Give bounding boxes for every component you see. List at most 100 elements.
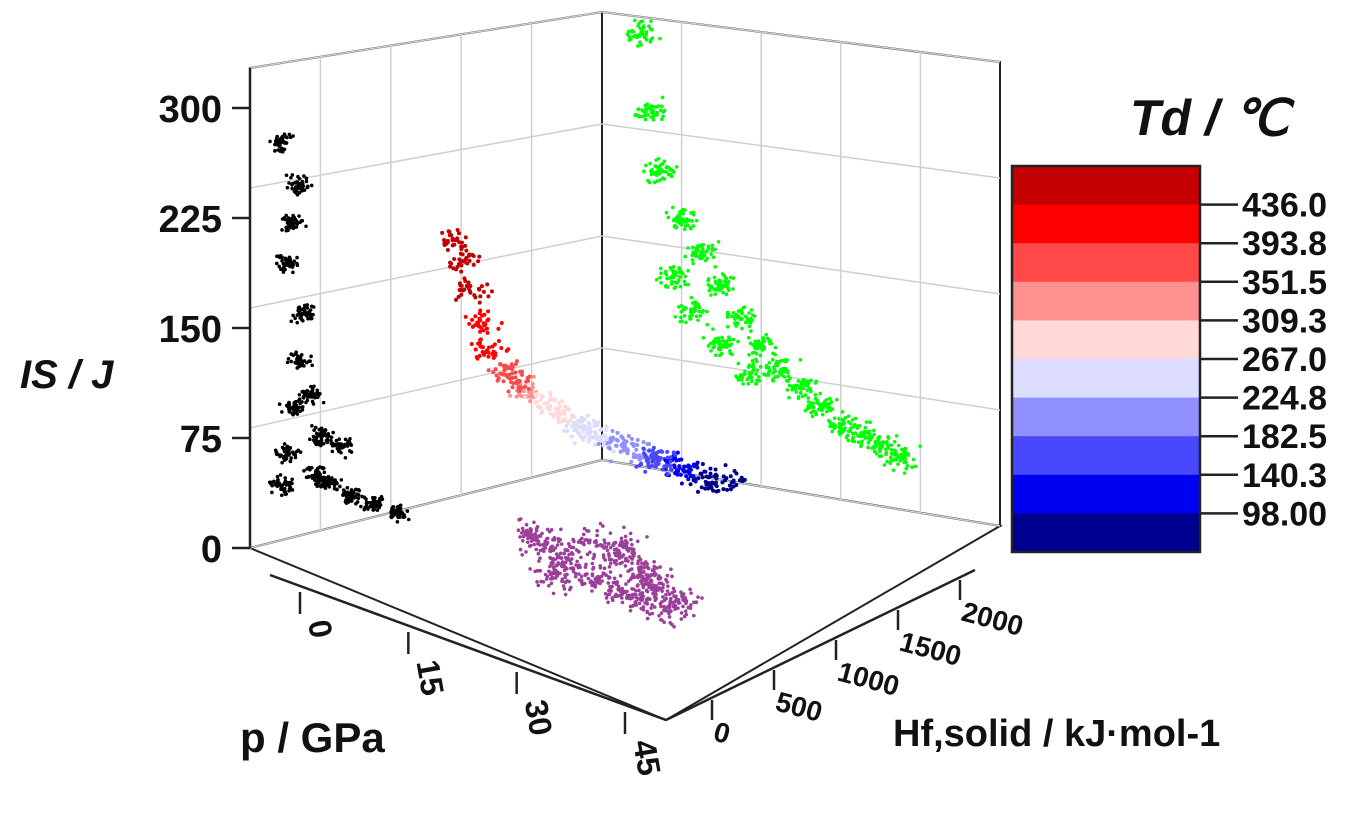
- x-axis-ticks: 0 15 30 45: [298, 592, 668, 778]
- data-point: [736, 378, 741, 382]
- data-point: [293, 401, 297, 406]
- data-point: [764, 365, 769, 370]
- data-point: [809, 401, 813, 405]
- data-point: [582, 526, 587, 531]
- data-point: [623, 564, 628, 568]
- data-point: [283, 258, 288, 262]
- data-point: [300, 400, 304, 404]
- data-point: [770, 378, 775, 382]
- data-point: [903, 456, 907, 461]
- data-point: [689, 603, 693, 607]
- data-point: [629, 459, 634, 464]
- data-point: [658, 178, 662, 182]
- data-point: [705, 309, 709, 314]
- data-point: [448, 264, 453, 269]
- data-point: [471, 262, 476, 267]
- data-point: [738, 373, 743, 377]
- data-point: [636, 597, 641, 601]
- data-point: [647, 24, 651, 28]
- data-point: [280, 445, 285, 450]
- data-point: [660, 117, 664, 122]
- data-point: [293, 453, 298, 457]
- data-point: [610, 436, 615, 441]
- data-point: [522, 384, 527, 389]
- data-point: [456, 294, 461, 299]
- data-point: [796, 379, 801, 383]
- data-point: [368, 504, 372, 509]
- data-point: [629, 567, 634, 571]
- data-point: [665, 589, 670, 593]
- data-point: [855, 424, 859, 429]
- colorbar-tick-label: 351.5: [1242, 264, 1327, 302]
- data-point: [601, 440, 606, 445]
- data-point: [661, 585, 665, 590]
- data-point: [559, 556, 564, 560]
- data-point: [294, 220, 299, 225]
- data-point: [478, 308, 483, 313]
- data-point: [300, 186, 305, 190]
- data-point: [840, 418, 845, 423]
- data-point: [627, 555, 632, 559]
- data-point: [565, 429, 570, 434]
- data-point: [290, 265, 295, 269]
- data-point: [690, 219, 695, 223]
- data-point: [658, 266, 663, 271]
- colorbar-tick-label: 224.8: [1242, 380, 1327, 418]
- data-point: [645, 610, 649, 615]
- data-point: [560, 577, 565, 581]
- data-point: [892, 453, 897, 457]
- data-point: [456, 231, 461, 236]
- data-point: [588, 550, 592, 555]
- data-point: [521, 389, 526, 394]
- data-point: [787, 383, 792, 388]
- data-point: [621, 553, 626, 557]
- data-point: [850, 431, 855, 436]
- data-point: [556, 420, 561, 425]
- data-point: [355, 492, 359, 497]
- data-point: [728, 474, 733, 479]
- data-point: [470, 317, 475, 322]
- data-point: [643, 469, 648, 474]
- data-point: [753, 339, 757, 344]
- data-point: [649, 19, 653, 23]
- data-point: [711, 341, 716, 346]
- grid-line: [249, 123, 603, 189]
- data-point: [626, 559, 630, 563]
- data-point: [719, 351, 724, 356]
- data-point: [618, 449, 623, 454]
- data-point: [684, 320, 688, 325]
- data-point: [444, 241, 449, 246]
- data-point: [668, 455, 673, 460]
- data-point: [683, 208, 687, 212]
- data-point: [725, 487, 730, 492]
- data-point: [547, 584, 551, 588]
- data-point: [734, 374, 738, 379]
- data-point: [277, 143, 282, 148]
- data-point: [810, 414, 815, 419]
- data-point: [863, 436, 867, 440]
- data-point: [554, 552, 559, 556]
- data-point: [634, 592, 638, 597]
- data-point: [754, 372, 758, 376]
- data-point: [668, 596, 673, 601]
- data-point: [594, 576, 599, 580]
- data-point: [314, 474, 318, 479]
- data-point: [713, 467, 718, 472]
- data-point: [528, 529, 532, 534]
- data-point: [688, 474, 693, 479]
- data-point: [296, 174, 300, 179]
- data-point: [298, 220, 302, 225]
- data-point: [816, 407, 821, 412]
- data-point: [471, 253, 476, 258]
- data-point: [649, 172, 654, 177]
- data-point: [279, 138, 284, 143]
- data-point: [268, 139, 272, 144]
- data-point: [630, 596, 635, 600]
- data-point: [506, 389, 511, 394]
- data-point: [794, 390, 799, 394]
- data-point: [674, 270, 678, 274]
- data-point: [691, 474, 696, 479]
- data-point: [706, 278, 710, 283]
- data-point: [330, 449, 335, 454]
- data-point: [540, 531, 544, 536]
